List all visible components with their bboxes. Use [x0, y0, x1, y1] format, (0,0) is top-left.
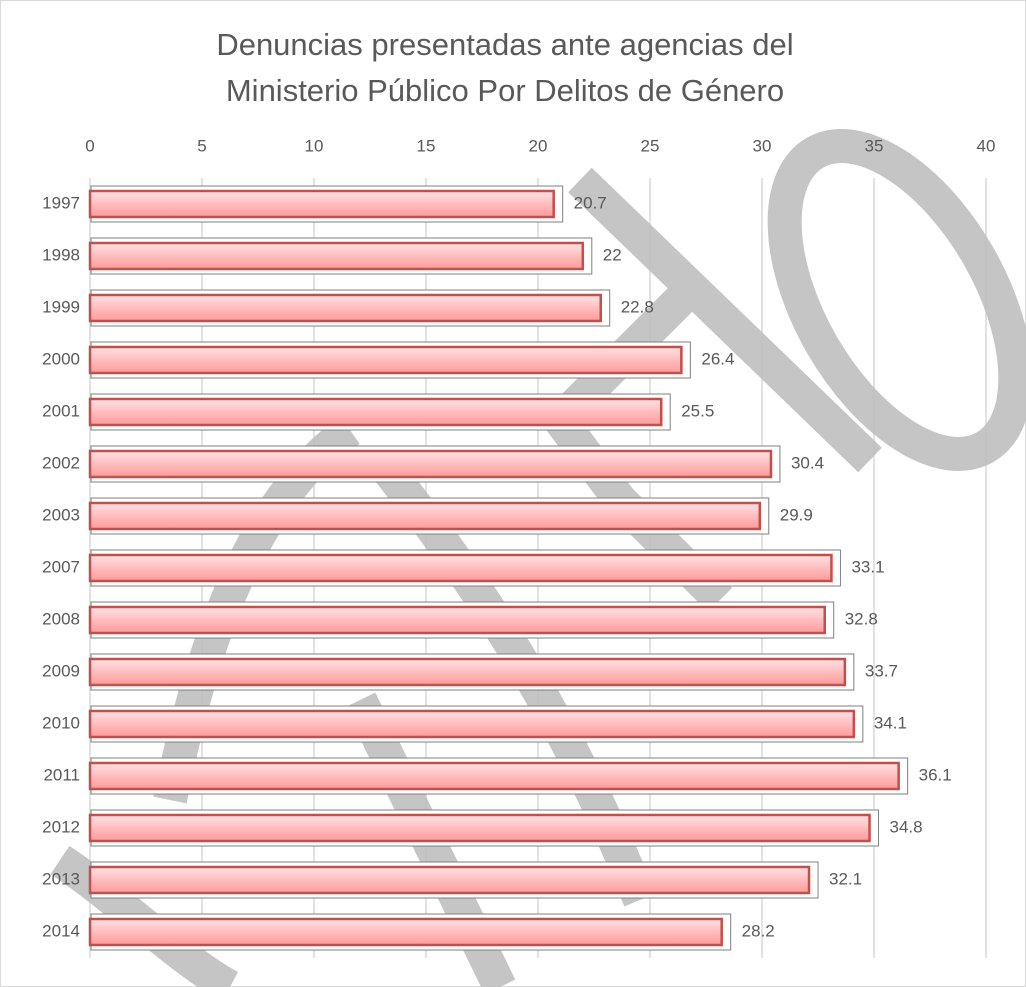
bar — [88, 449, 773, 479]
bar — [88, 345, 683, 375]
data-label: 30.4 — [791, 453, 824, 472]
x-tick-label: 10 — [305, 136, 324, 155]
data-label: 36.1 — [919, 765, 952, 784]
data-label: 29.9 — [780, 505, 813, 524]
data-label: 26.4 — [701, 349, 734, 368]
x-tick-label: 40 — [977, 136, 996, 155]
data-label: 33.1 — [851, 557, 884, 576]
y-tick-label: 1999 — [42, 297, 80, 316]
x-tick-label: 30 — [753, 136, 772, 155]
bars: 20.7 22 22.8 26.4 25.5 30.4 29.9 33.1 32.8 33.7 34… — [88, 185, 952, 951]
bar — [88, 709, 856, 739]
y-tick-label: 2011 — [43, 765, 80, 784]
bar — [88, 501, 762, 531]
y-tick-label: 1998 — [42, 245, 80, 264]
y-tick-label: 2003 — [42, 505, 80, 524]
bar — [88, 605, 826, 635]
data-label: 22 — [603, 245, 622, 264]
y-tick-label: 1997 — [42, 193, 80, 212]
bar — [88, 293, 602, 323]
x-tick-label: 25 — [641, 136, 660, 155]
bar — [88, 865, 811, 895]
bar — [88, 189, 555, 219]
x-tick-label: 0 — [85, 136, 94, 155]
data-label: 34.8 — [890, 817, 923, 836]
y-tick-label: 2002 — [42, 453, 80, 472]
x-tick-label: 5 — [197, 136, 206, 155]
bar — [88, 553, 833, 583]
bar — [88, 813, 871, 843]
x-tick-label: 15 — [417, 136, 436, 155]
data-label: 25.5 — [681, 401, 714, 420]
bar — [88, 657, 847, 687]
chart-title: Denuncias presentadas ante agencias del — [216, 27, 793, 62]
bar — [88, 917, 723, 947]
data-label: 33.7 — [865, 661, 898, 680]
y-tick-label: 2014 — [42, 921, 80, 940]
bar — [88, 241, 585, 271]
x-tick-label: 20 — [529, 136, 548, 155]
data-label: 22.8 — [621, 297, 654, 316]
y-tick-label: 2009 — [42, 661, 80, 680]
y-tick-label: 2010 — [42, 713, 80, 732]
data-label: 32.1 — [829, 869, 862, 888]
data-label: 20.7 — [574, 193, 607, 212]
y-tick-label: 2007 — [42, 557, 80, 576]
y-tick-label: 2000 — [42, 349, 80, 368]
y-tick-label: 2012 — [42, 817, 80, 836]
bar — [88, 397, 663, 427]
data-label: 32.8 — [845, 609, 878, 628]
x-tick-label: 35 — [865, 136, 884, 155]
y-tick-label: 2001 — [42, 401, 80, 420]
chart-title: Ministerio Público Por Delitos de Género — [226, 73, 784, 108]
data-label: 28.2 — [742, 921, 775, 940]
bar — [88, 761, 900, 791]
y-tick-label: 2008 — [42, 609, 80, 628]
y-tick-label: 2013 — [42, 869, 80, 888]
data-label: 34.1 — [874, 713, 907, 732]
